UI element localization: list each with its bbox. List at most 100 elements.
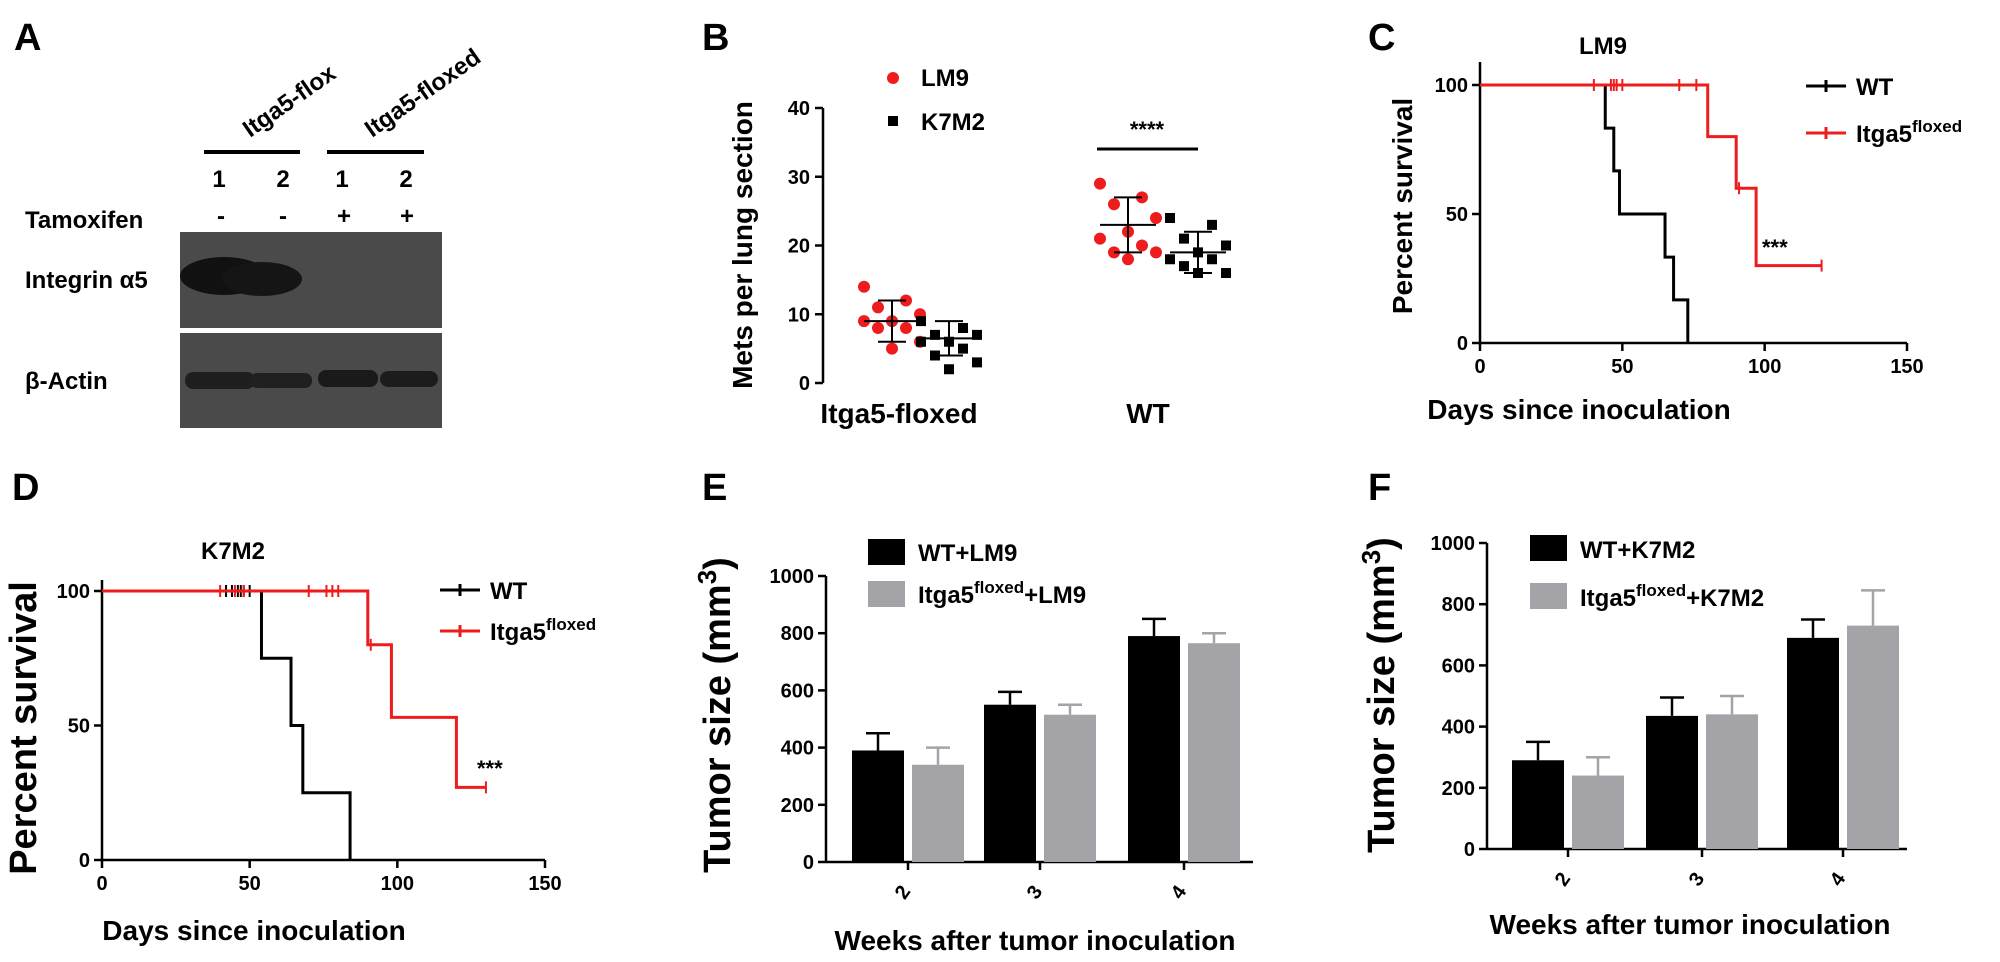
panel-b-legend: LM9 K7M2 [887, 65, 985, 136]
panel-e-y-axis-title: Tumor size (mm3) [692, 557, 739, 873]
x-tick-label: 50 [1611, 356, 1633, 378]
y-tick-label: 0 [1457, 333, 1468, 355]
panel-letter-a: A [14, 17, 41, 59]
x-tick-label: 2 [1551, 869, 1575, 891]
panel-b-y-axis-title: Mets per lung section [727, 101, 758, 389]
legend-swatch-wt-k7m2 [1530, 535, 1567, 561]
blot-band [185, 372, 255, 389]
bar [1128, 636, 1180, 862]
y-tick-label: 1000 [770, 566, 815, 588]
data-point [1221, 240, 1231, 251]
survival-curve [1480, 83, 1690, 343]
data-point [1179, 261, 1189, 272]
bar [1572, 775, 1624, 849]
legend-swatch-floxed-lm9 [868, 581, 905, 607]
panel-d-x-axis-title: Days since inoculation [102, 915, 405, 946]
y-tick-label: 20 [788, 236, 810, 258]
panel-c-legend: WT Itga5floxed [1806, 74, 1962, 148]
data-point [1150, 246, 1162, 259]
legend-label-floxed-k7m2: Itga5floxed+K7M2 [1580, 581, 1764, 612]
panel-f-x-axis-title: Weeks after tumor inoculation [1490, 909, 1891, 940]
panel-d-y-axis-title: Percent survival [3, 581, 45, 875]
blot-treatment-label: Tamoxifen [25, 207, 143, 234]
blot-lane-label: 2 [399, 166, 412, 193]
panel-b-category-label: WT [1126, 398, 1170, 429]
panel-c-y-axis-title: Percent survival [1387, 98, 1418, 314]
x-tick-label: 50 [239, 873, 261, 895]
legend-label-wt: WT [1856, 74, 1894, 101]
data-point [972, 357, 982, 368]
x-tick-label: 0 [1474, 356, 1485, 378]
panel-c-significance-label: *** [1762, 235, 1788, 260]
legend-label-floxed: Itga5floxed [1856, 117, 1962, 148]
blot-lane-label: 1 [212, 166, 225, 193]
bar [912, 764, 964, 862]
panel-d-ticks: 0 50 100 150 0 50 100 [57, 581, 562, 895]
legend-label-wt-lm9: WT+LM9 [918, 540, 1017, 567]
x-tick-label: 3 [1685, 869, 1709, 891]
data-point [944, 364, 954, 375]
panel-b: B Mets per lung section 0 10 20 30 40 LM9 K7… [702, 17, 1231, 429]
legend-label-floxed-lm9: Itga5floxed+LM9 [918, 578, 1086, 609]
data-point [916, 336, 926, 347]
panel-letter-e: E [702, 467, 727, 509]
blot-row-label-actin: β-Actin [25, 368, 108, 395]
y-tick-label: 100 [1435, 75, 1468, 97]
blot-treatment-sign: + [337, 203, 351, 230]
panel-b-y-ticks: 0 10 20 30 40 [788, 98, 823, 395]
panel-c-marks [1480, 79, 1823, 343]
panel-letter-c: C [1368, 17, 1395, 59]
panel-f-legend: WT+K7M2 Itga5floxed+K7M2 [1530, 535, 1764, 612]
panel-e-legend: WT+LM9 Itga5floxed+LM9 [868, 539, 1086, 609]
legend-label-wt: WT [490, 578, 528, 605]
y-tick-label: 0 [79, 850, 90, 872]
data-point [872, 322, 884, 334]
bar [1188, 643, 1240, 862]
data-point [972, 329, 982, 340]
y-tick-label: 200 [1442, 778, 1475, 800]
x-tick-label: 4 [1826, 868, 1851, 890]
y-tick-label: 100 [57, 581, 90, 603]
data-point [916, 316, 926, 327]
data-point [900, 322, 912, 334]
x-tick-label: 150 [528, 873, 561, 895]
panel-letter-b: B [702, 17, 729, 59]
data-point [1150, 212, 1162, 224]
survival-curve [1480, 83, 1822, 268]
y-tick-label: 10 [788, 304, 810, 326]
legend-label-wt-k7m2: WT+K7M2 [1580, 537, 1695, 564]
data-point [1165, 254, 1175, 265]
blot-treatment-sign: + [400, 203, 414, 230]
panel-f-marks [1512, 589, 1899, 849]
data-point [1165, 213, 1175, 223]
legend-label-floxed: Itga5floxed [490, 615, 596, 646]
y-tick-label: 0 [803, 852, 814, 874]
bar [1512, 760, 1564, 849]
bar [1044, 714, 1096, 862]
panel-letter-d: D [12, 467, 39, 509]
panel-c-ticks: 0 50 100 150 0 50 100 [1435, 75, 1924, 378]
data-point [886, 342, 898, 355]
blot-treatment-sign: - [279, 203, 287, 230]
y-tick-label: 0 [1464, 839, 1475, 861]
data-point [1094, 177, 1106, 190]
legend-swatch-floxed-k7m2 [1530, 583, 1567, 609]
panel-c: C Percent survival Days since inoculatio… [1368, 17, 1962, 425]
blot-band [222, 262, 302, 296]
y-tick-label: 400 [781, 738, 814, 760]
panel-c-subtitle: LM9 [1579, 33, 1627, 60]
bar [852, 750, 904, 862]
data-point [1221, 268, 1231, 278]
y-tick-label: 1000 [1431, 533, 1476, 555]
panel-c-x-axis-title: Days since inoculation [1427, 394, 1730, 425]
blot-band [380, 371, 438, 387]
panel-e-marks [852, 617, 1240, 862]
x-tick-label: 150 [1890, 356, 1923, 378]
data-point [930, 329, 940, 340]
data-point [1108, 198, 1120, 211]
y-tick-label: 800 [781, 623, 814, 645]
y-tick-label: 50 [68, 716, 90, 738]
data-point [1179, 233, 1189, 244]
data-point [858, 280, 870, 293]
